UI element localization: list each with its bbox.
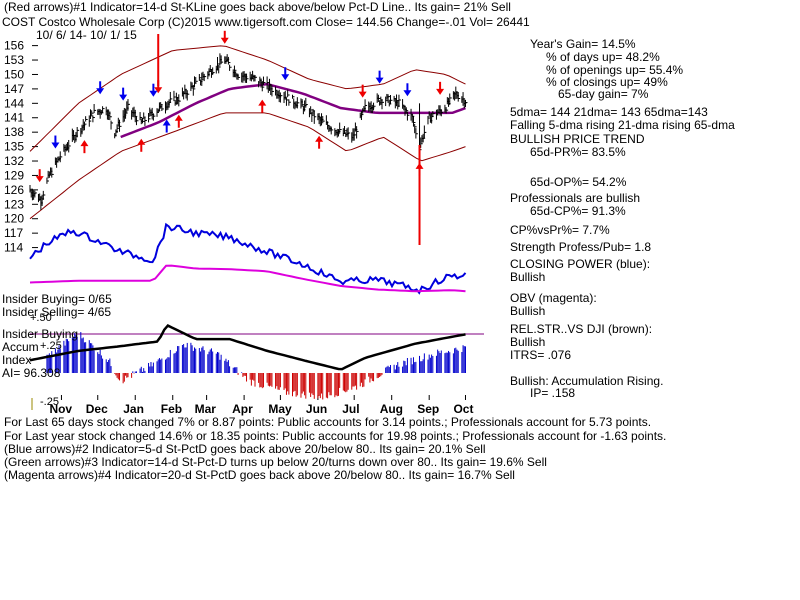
x-month-label: Oct xyxy=(453,402,473,416)
y-tick-label: 135 xyxy=(4,140,24,154)
y-tick-label: 147 xyxy=(4,82,24,96)
y-tick-label: 153 xyxy=(4,53,24,67)
accum-tick-top: +.50 xyxy=(30,312,52,324)
x-month-label: Mar xyxy=(195,402,217,416)
footer-year-summary: For Last year stock changed 14.6% or 18.… xyxy=(4,429,667,443)
x-month-label: Jun xyxy=(306,402,327,416)
ai-value: AI= 96.308 xyxy=(2,366,61,380)
y-tick-label: 156 xyxy=(4,39,24,53)
indicator-3-description: (Green arrows)#3 Indicator=14-d St-Pct-D… xyxy=(4,455,547,469)
y-tick-label: 132 xyxy=(4,154,24,168)
stat-days-up: % of days up= 48.2% xyxy=(546,50,660,64)
y-tick-label: 117 xyxy=(4,226,23,240)
y-tick-label: 114 xyxy=(4,241,23,255)
index-label: Index xyxy=(2,353,32,367)
red-arrow-head xyxy=(358,91,367,98)
ma65-line xyxy=(120,82,466,139)
stat-price-trend: BULLISH PRICE TREND xyxy=(510,132,645,146)
stat-65d-pr: 65d-PR%= 83.5% xyxy=(530,145,626,159)
x-month-label: Feb xyxy=(161,402,182,416)
blue-arrow-head xyxy=(281,74,290,81)
stat-closing-power-title: CLOSING POWER (blue): xyxy=(510,257,651,271)
stat-relstr-title: REL.STR..VS DJI (brown): xyxy=(510,322,653,336)
y-tick-label: 126 xyxy=(4,183,24,197)
y-tick-label: 141 xyxy=(4,111,24,125)
insider-buying-label: Insider Buying xyxy=(2,327,79,341)
x-month-label: Nov xyxy=(49,402,72,416)
blue-arrow-head xyxy=(51,142,60,149)
red-arrow-head xyxy=(174,114,183,121)
y-tick-label: 129 xyxy=(4,168,24,182)
stat-professionals: Professionals are bullish xyxy=(510,191,641,205)
stat-obv-value: Bullish xyxy=(510,304,546,318)
red-arrow-head xyxy=(436,88,445,95)
blue-arrow-head xyxy=(96,88,105,95)
ticker-title-line: COST Costco Wholesale Corp (C)2015 www.t… xyxy=(2,15,530,29)
x-month-label: Sep xyxy=(417,402,439,416)
indicator-1-description: (Red arrows)#1 Indicator=14-d St-KLine g… xyxy=(4,0,511,14)
stat-65d-op: 65d-OP%= 54.2% xyxy=(530,175,627,189)
stat-accumulation: Bullish: Accumulation Rising. xyxy=(510,374,664,388)
red-arrow-head xyxy=(35,176,44,183)
stat-itrs: ITRS= .076 xyxy=(510,348,572,362)
indicator-4-description: (Magenta arrows)#4 Indicator=20-d St-Pct… xyxy=(4,468,515,482)
stat-strength: Strength Profess/Pub= 1.8 xyxy=(510,240,652,254)
stat-obv-title: OBV (magenta): xyxy=(510,291,597,305)
accum-label: Accum xyxy=(2,340,39,354)
stat-moving-averages: 5dma= 144 21dma= 143 65dma=143 xyxy=(510,105,708,119)
upper-band-line xyxy=(29,45,466,152)
stat-closings-up: % of closings up= 49% xyxy=(546,75,668,89)
stat-closing-power-value: Bullish xyxy=(510,270,546,284)
stat-65day-gain: 65-day gain= 7% xyxy=(558,87,649,101)
y-tick-label: 144 xyxy=(4,96,24,110)
blue-arrow-head xyxy=(119,94,128,101)
insider-selling-count: Insider Selling= 4/65 xyxy=(2,305,112,319)
stat-openings-up: % of openings up= 55.4% xyxy=(546,63,684,77)
stat-ma-direction: Falling 5-dma rising 21-dma rising 65-dm… xyxy=(510,118,735,132)
x-month-label: Jul xyxy=(342,402,359,416)
accum-tick-bottom: -.25 xyxy=(40,396,59,408)
closing-power-line xyxy=(29,222,467,295)
red-arrow-head xyxy=(220,37,229,44)
red-arrow-head xyxy=(258,99,267,106)
blue-arrow-head xyxy=(375,77,384,84)
x-month-label: Jan xyxy=(123,402,144,416)
footer-65day-summary: For Last 65 days stock changed 7% or 8.8… xyxy=(4,415,652,429)
obv-line xyxy=(29,264,466,293)
insider-buying-count: Insider Buying= 0/65 xyxy=(2,292,112,306)
stat-ip: IP= .158 xyxy=(530,386,576,400)
stat-cp-vs-pr: CP%vsPr%= 7.7% xyxy=(510,223,610,237)
y-tick-label: 123 xyxy=(4,197,24,211)
stat-65d-cp: 65d-CP%= 91.3% xyxy=(530,204,626,218)
red-arrow-head xyxy=(80,140,89,147)
red-arrow-head xyxy=(137,138,146,145)
x-month-label: May xyxy=(268,402,292,416)
relative-strength-line xyxy=(29,324,466,371)
x-month-label: Apr xyxy=(232,402,253,416)
accum-tick-mid: +.25 xyxy=(40,340,62,352)
lower-band-line xyxy=(29,112,466,220)
red-arrow-head xyxy=(315,135,324,142)
indicator-2-description: (Blue arrows)#2 Indicator=5-d St-PctD go… xyxy=(4,442,486,456)
x-month-label: Aug xyxy=(380,402,403,416)
y-tick-label: 138 xyxy=(4,125,24,139)
blue-arrow-head xyxy=(403,90,412,97)
red-arrow-head xyxy=(154,87,163,94)
blue-arrow-head xyxy=(149,90,158,97)
y-tick-label: 120 xyxy=(4,212,24,226)
x-month-label: Dec xyxy=(86,402,108,416)
y-tick-label: 150 xyxy=(4,67,24,81)
blue-arrow-head xyxy=(162,119,171,126)
date-range: 10/ 6/ 14- 10/ 1/ 15 xyxy=(36,28,137,42)
stat-year-gain: Year's Gain= 14.5% xyxy=(530,37,636,51)
stat-relstr-value: Bullish xyxy=(510,335,546,349)
